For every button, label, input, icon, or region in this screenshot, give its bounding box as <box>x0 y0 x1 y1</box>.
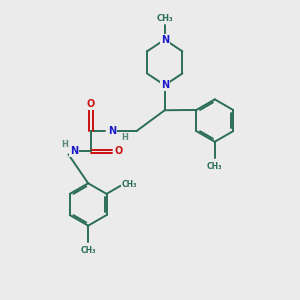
Text: N: N <box>161 34 169 45</box>
Text: H: H <box>122 133 128 142</box>
Text: O: O <box>114 146 122 157</box>
Text: O: O <box>87 99 95 109</box>
Text: N: N <box>108 126 116 136</box>
Text: H: H <box>61 140 68 149</box>
Text: CH₃: CH₃ <box>80 246 96 255</box>
Text: N: N <box>161 80 169 90</box>
Text: CH₃: CH₃ <box>122 180 137 189</box>
Text: CH₃: CH₃ <box>207 162 223 171</box>
Text: CH₃: CH₃ <box>156 14 173 23</box>
Text: N: N <box>70 146 78 157</box>
